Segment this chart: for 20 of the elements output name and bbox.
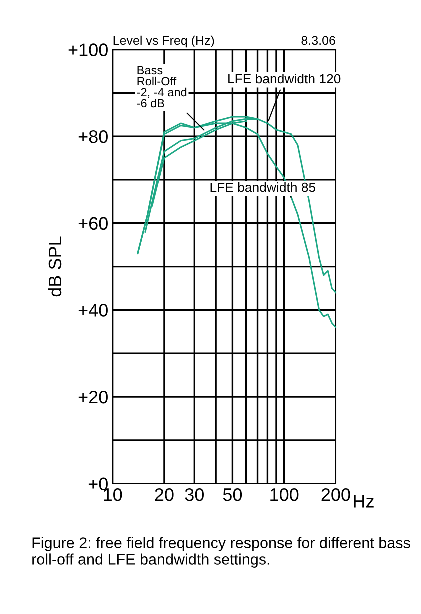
caption: Figure 2: free field frequency response for different bass roll-off and LFE bandwidth settings.	[32, 537, 410, 568]
x-axis-title: Hz	[354, 495, 374, 508]
chart-title: Level vs Freq (Hz)	[114, 36, 214, 48]
y-tick-label: +80	[78, 130, 108, 144]
x-tick-label: 30	[185, 488, 204, 502]
y-tick-label: +20	[78, 390, 108, 404]
chart-subtitle: 8.3.06	[302, 36, 336, 46]
x-tick-label: 20	[155, 488, 174, 502]
y-tick-label: +100	[68, 44, 108, 56]
y-tick-label: +40	[78, 304, 108, 317]
x-tick-label: 10	[104, 488, 122, 502]
x-tick-label: 100	[270, 488, 299, 502]
annotation: LFE bandwidth 120	[228, 74, 341, 84]
x-tick-label: 200	[322, 488, 350, 502]
annotation: Bass Roll-Off -2, -4 and -6 dB	[137, 66, 187, 108]
y-axis-title: dB SPL	[48, 236, 62, 297]
x-tick-label: 50	[223, 488, 242, 502]
y-tick-label: +60	[78, 217, 108, 230]
annotation: LFE bandwidth 85	[210, 182, 316, 192]
y-tick-label: +0	[88, 478, 108, 491]
